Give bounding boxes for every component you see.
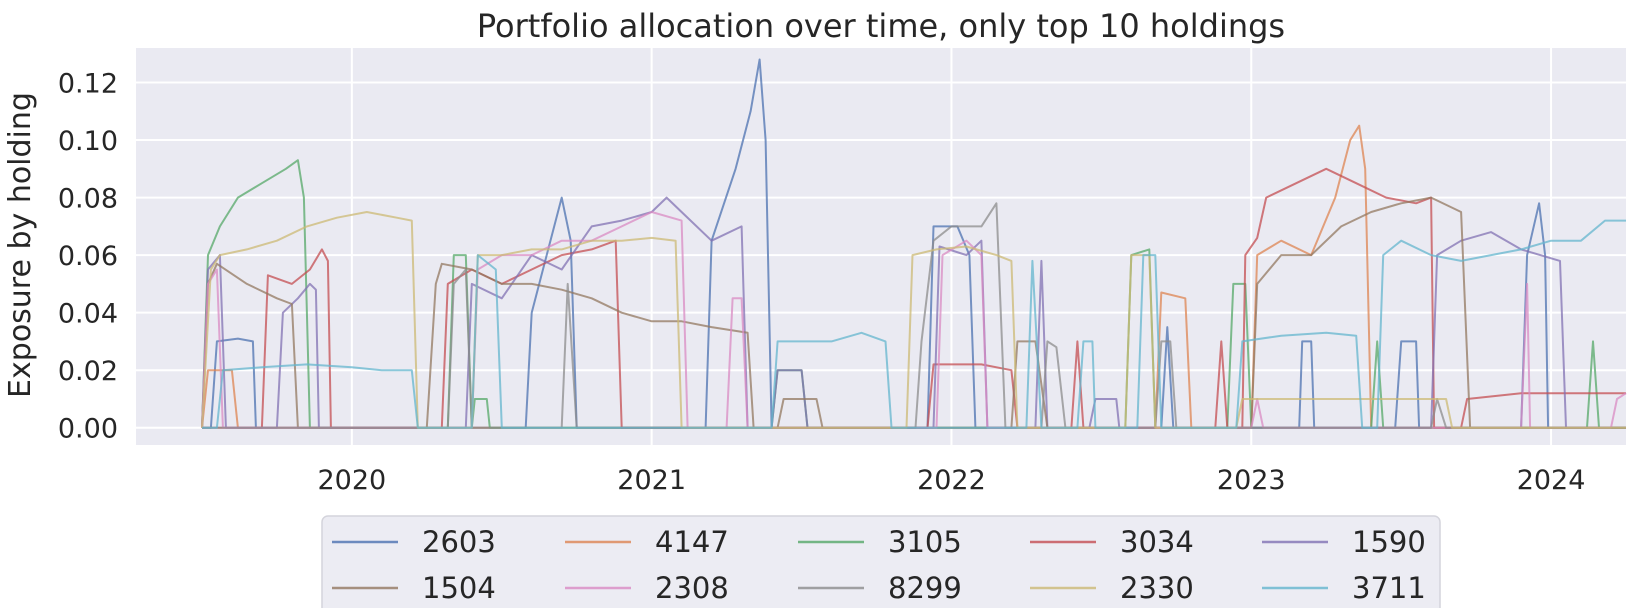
y-tick-label: 0.00 [58, 414, 118, 445]
legend-label-3034: 3034 [1120, 525, 1194, 559]
y-axis-label: Exposure by holding [3, 92, 38, 398]
legend-label-1504: 1504 [422, 571, 496, 605]
legend-label-4147: 4147 [655, 525, 729, 559]
y-tick-label: 0.04 [58, 299, 118, 330]
chart-title: Portfolio allocation over time, only top… [477, 7, 1285, 45]
legend-label-3105: 3105 [888, 525, 962, 559]
x-tick-label: 2021 [617, 465, 686, 496]
y-axis-ticks: 0.00 0.02 0.04 0.06 0.08 0.10 0.12 [58, 69, 118, 445]
legend-label-2330: 2330 [1120, 571, 1194, 605]
y-tick-label: 0.12 [58, 69, 118, 100]
x-tick-label: 2023 [1217, 465, 1286, 496]
series-line-2330 [201, 211, 1626, 429]
legend-label-1590: 1590 [1352, 525, 1426, 559]
legend-label-2603: 2603 [422, 525, 496, 559]
series-line-3711 [202, 219, 1626, 429]
x-axis-ticks: 2020 2021 2022 2023 2024 [317, 465, 1585, 496]
y-tick-label: 0.10 [58, 126, 118, 157]
y-tick-label: 0.06 [58, 241, 118, 272]
series-line-2603 [202, 58, 1626, 429]
legend-label-8299: 8299 [888, 571, 962, 605]
y-tick-label: 0.08 [58, 184, 118, 215]
legend-box [321, 515, 1441, 608]
legend-label-3711: 3711 [1352, 571, 1426, 605]
series-lines [201, 58, 1627, 429]
legend-label-2308: 2308 [655, 571, 729, 605]
x-tick-label: 2022 [917, 465, 986, 496]
y-tick-label: 0.02 [58, 356, 118, 387]
plot-area [136, 48, 1626, 445]
x-tick-label: 2024 [1517, 465, 1586, 496]
x-tick-label: 2020 [317, 465, 386, 496]
legend: 2603 4147 3105 3034 1590 1504 2308 8299 2330 3711 [332, 525, 1426, 605]
